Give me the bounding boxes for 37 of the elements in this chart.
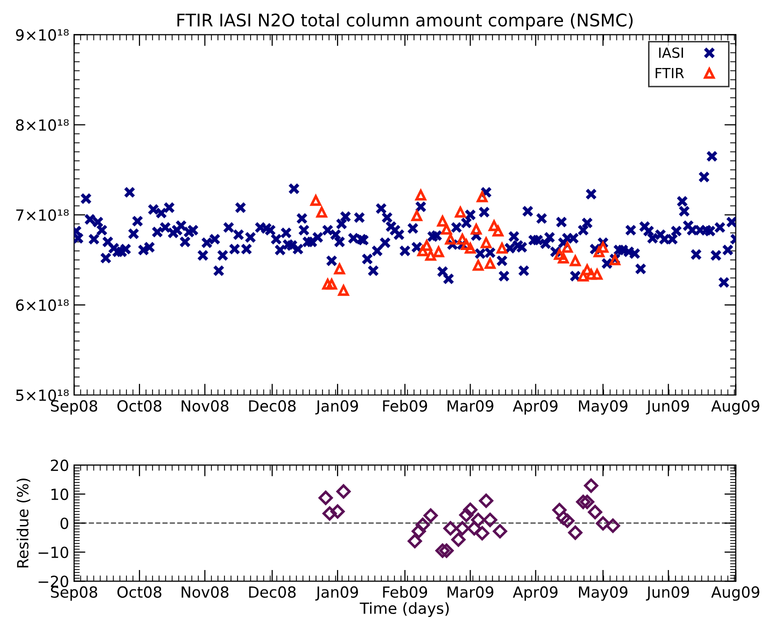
x-tick-label: Aug09 bbox=[711, 586, 760, 601]
x-tick-label: Sep08 bbox=[50, 586, 98, 601]
legend-label: IASI bbox=[659, 47, 683, 58]
x-tick-label: Oct08 bbox=[117, 400, 162, 412]
x-tick-label: Feb09 bbox=[383, 586, 428, 598]
y-tick-label: 7×10¹⁸ bbox=[16, 209, 69, 221]
x-tick-label: May09 bbox=[578, 400, 628, 415]
x-tick-label: Apr09 bbox=[512, 586, 558, 601]
x-tick-label: Aug09 bbox=[711, 400, 760, 415]
y-tick-label: −10 bbox=[38, 546, 68, 558]
y-tick-label: 6×10¹⁸ bbox=[16, 299, 69, 311]
y-tick-label: 8×10¹⁸ bbox=[16, 119, 69, 131]
y-tick-label: 0 bbox=[60, 518, 68, 530]
y-tick-label: 20 bbox=[50, 460, 68, 472]
y-tick-label: 9×10¹⁸ bbox=[16, 29, 69, 41]
x-axis-title: Time (days) bbox=[360, 602, 449, 617]
x-tick-label: Nov08 bbox=[182, 586, 228, 598]
x-tick-label: Dec08 bbox=[249, 400, 296, 412]
x-tick-label: Nov08 bbox=[182, 400, 228, 412]
y-tick-label: −20 bbox=[38, 576, 68, 588]
x-tick-label: Dec08 bbox=[249, 586, 296, 598]
x-tick-label: Feb09 bbox=[383, 400, 428, 412]
x-tick-label: Jan09 bbox=[315, 400, 358, 415]
x-tick-label: Mar09 bbox=[448, 400, 494, 412]
x-tick-label: May09 bbox=[578, 586, 628, 601]
x-tick-label: Sep08 bbox=[50, 400, 98, 415]
x-tick-label: Apr09 bbox=[512, 400, 558, 415]
x-tick-label: Mar09 bbox=[448, 586, 494, 598]
x-tick-label: Jan09 bbox=[315, 586, 358, 601]
y-tick-label: 5×10¹⁸ bbox=[16, 389, 69, 402]
y-tick-label: 10 bbox=[51, 488, 68, 500]
x-tick-label: Jun09 bbox=[646, 586, 689, 601]
chart-title: FTIR IASI N2O total column amount compare (NSMC) bbox=[177, 13, 633, 30]
x-tick-label: Oct08 bbox=[117, 586, 162, 598]
y-axis-title: Residue (%) bbox=[16, 478, 30, 568]
legend-label: FTIR bbox=[656, 68, 684, 78]
x-tick-label: Jun09 bbox=[646, 400, 689, 415]
